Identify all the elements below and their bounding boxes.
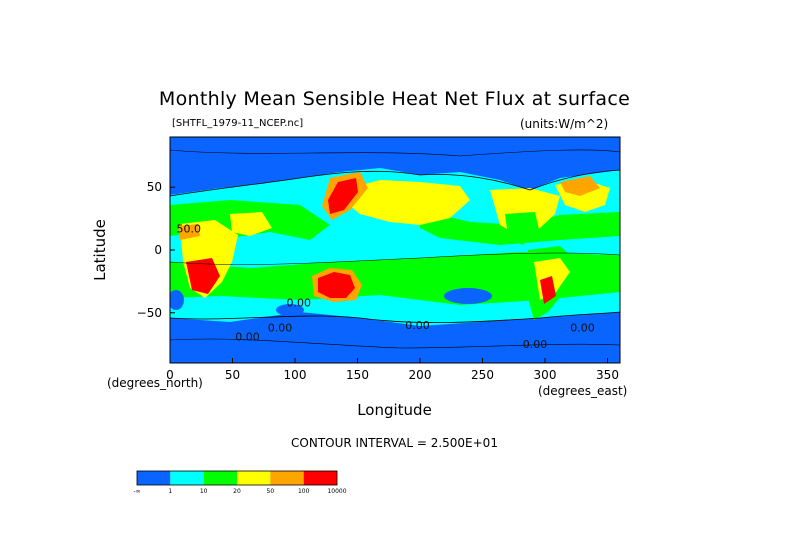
field-blob-indian [276,304,304,316]
contour-line-south-2 [170,338,620,349]
x-axis-label: Longitude [357,401,432,419]
colorbar-tick-label: 100 [298,488,310,495]
y-axis: 50 0 −50 [137,180,175,320]
file-label: [SHTFL_1979-11_NCEP.nc] [172,118,304,129]
contour-labels: 50.0 0.00 0.00 0.00 0.00 0.00 0.00 [177,222,595,351]
contour-line-tropics [170,252,620,265]
field-southern-deep [250,338,620,363]
heatmap-field [170,137,620,363]
y-tick-label: 50 [147,180,162,194]
colorbar-tick-label: 20 [233,488,241,495]
x-tick-label: 100 [284,368,307,382]
field-australia-red [318,272,355,298]
field-arabia-yellow [230,212,272,236]
colorbar-swatch [270,471,304,485]
x-tick-label: 50 [225,368,240,382]
colorbar-tick-label: 10000 [327,488,346,495]
colorbar-swatch [303,471,337,485]
colorbar-swatch [237,471,271,485]
y-tick-label: 0 [154,243,162,257]
colorbar-swatch [170,471,204,485]
contour-label: 0.00 [268,322,293,335]
x-axis-sublabel-right: (degrees_east) [538,384,628,398]
contour-label: 0.00 [235,330,260,343]
contour-label: 0.00 [570,322,595,335]
field-south-america-hot [540,276,556,304]
contour-label: 50.0 [177,222,202,235]
contour-label: 0.00 [523,338,548,351]
contour-label: 0.00 [405,319,430,332]
colorbar-tick-label: 1 [168,488,172,495]
x-tick-label: 250 [471,368,494,382]
colorbar-tick-label: -∞ [133,488,140,495]
contour-label: 0.00 [287,297,312,310]
contour-line-north [170,169,620,197]
field-north-pacific [345,180,470,225]
x-tick-label: 300 [534,368,557,382]
colorbar-swatch [137,471,171,485]
colorbar-swatch [203,471,237,485]
chart-title: Monthly Mean Sensible Heat Net Flux at s… [158,88,631,110]
units-label: (units:W/m^2) [520,117,609,131]
contour-line-south [170,311,620,324]
x-axis-sublabel-left: (degrees_north) [107,376,203,390]
x-axis: 0 50 100 150 200 250 300 350 [166,358,619,382]
x-tick-label: 0 [166,368,174,382]
contour-line-arctic [170,149,620,157]
field-kuroshio-red [328,178,358,214]
colorbar-tick-label: 50 [267,488,275,495]
field-blob-pacific [444,288,492,304]
colorbar-tick-label: 10 [200,488,208,495]
colorbar: -∞ 1 10 20 50 100 10000 [133,470,347,495]
x-tick-label: 150 [346,368,369,382]
colorbar-frame [136,470,338,486]
y-tick-label: −50 [137,306,162,320]
field-africa-south-red [186,258,220,294]
x-tick-label: 200 [409,368,432,382]
contour-interval-label: CONTOUR INTERVAL = 2.500E+01 [291,436,498,450]
field-north-atlantic-core [560,176,600,196]
x-tick-label: 350 [596,368,619,382]
field-blob-africa-west [170,290,184,310]
field-north-america-green [505,212,540,245]
field-sahel-orange [178,224,200,240]
field-band-tropical [170,252,620,305]
